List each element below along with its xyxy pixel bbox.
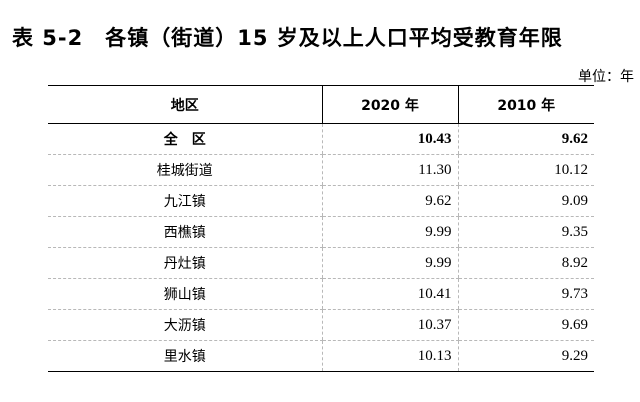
region-name: 狮山镇 [48, 278, 322, 310]
region-name: 全 区 [48, 123, 322, 155]
region-name: 西樵镇 [48, 216, 322, 248]
region-name: 大沥镇 [48, 309, 322, 341]
table-row: 桂城街道 11.30 10.12 [48, 154, 594, 186]
column-header-2010: 2010 年 [457, 85, 594, 124]
value-2010: 9.69 [457, 309, 594, 341]
table-row: 狮山镇 10.41 9.73 [48, 278, 594, 310]
value-2020: 9.62 [321, 185, 458, 217]
value-2010: 9.35 [457, 216, 594, 248]
value-2020: 10.43 [321, 123, 458, 155]
value-2020: 9.99 [321, 216, 458, 248]
value-2020: 10.13 [321, 340, 458, 372]
region-name: 里水镇 [48, 340, 322, 372]
table-row: 里水镇 10.13 9.29 [48, 340, 594, 372]
table-row-total: 全 区 10.43 9.62 [48, 123, 594, 155]
region-name: 桂城街道 [48, 154, 322, 186]
column-header-region: 地区 [48, 85, 322, 124]
value-2020: 11.30 [321, 154, 458, 186]
value-2010: 9.62 [457, 123, 594, 155]
value-2010: 10.12 [457, 154, 594, 186]
table-row: 大沥镇 10.37 9.69 [48, 309, 594, 341]
region-name: 丹灶镇 [48, 247, 322, 279]
value-2010: 9.09 [457, 185, 594, 217]
page-title: 表 5-2 各镇（街道）15 岁及以上人口平均受教育年限 [12, 26, 563, 50]
table-row: 丹灶镇 9.99 8.92 [48, 247, 594, 279]
value-2020: 10.37 [321, 309, 458, 341]
education-years-table: 地区 2020 年 2010 年 全 区 10.43 9.62 桂城街道 11.… [48, 85, 594, 372]
value-2020: 9.99 [321, 247, 458, 279]
table-header-row: 地区 2020 年 2010 年 [48, 85, 594, 124]
value-2020: 10.41 [321, 278, 458, 310]
value-2010: 9.29 [457, 340, 594, 372]
region-name: 九江镇 [48, 185, 322, 217]
table-row: 九江镇 9.62 9.09 [48, 185, 594, 217]
value-2010: 8.92 [457, 247, 594, 279]
column-header-2020: 2020 年 [321, 85, 458, 124]
value-2010: 9.73 [457, 278, 594, 310]
unit-label: 单位：年 [578, 69, 634, 85]
table-row: 西樵镇 9.99 9.35 [48, 216, 594, 248]
